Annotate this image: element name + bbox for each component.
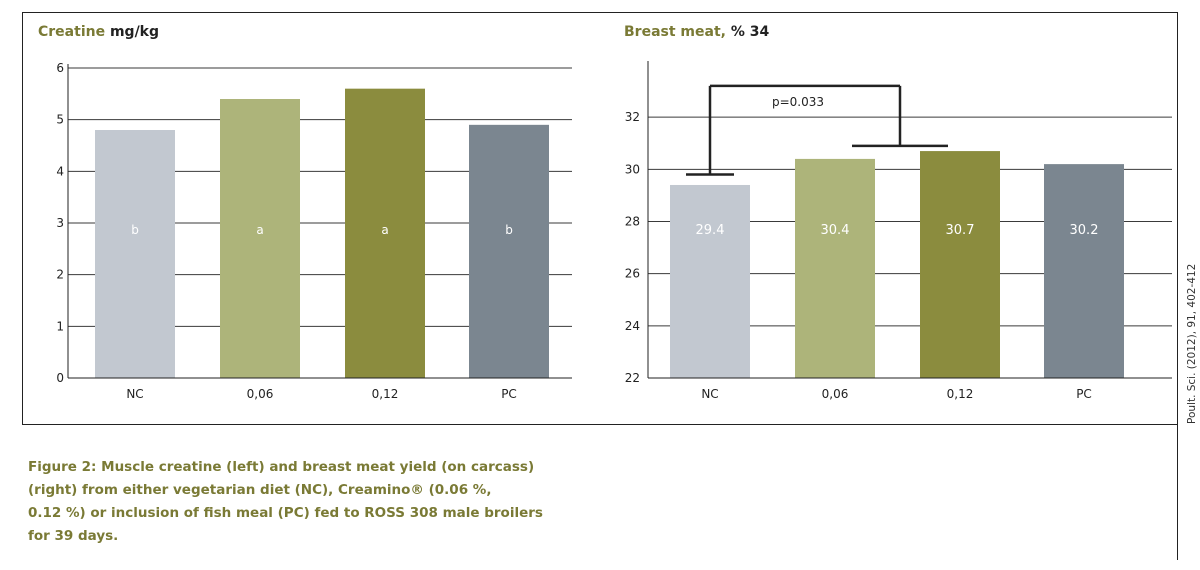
x-category-label: NC — [126, 387, 143, 401]
x-category-label: NC — [701, 387, 718, 401]
bar-value-label: 30.7 — [946, 223, 975, 238]
bar-value-label: b — [505, 223, 513, 237]
caption-line: for 39 days. — [28, 528, 119, 544]
y-tick-label: 28 — [625, 215, 640, 229]
x-category-label: PC — [1076, 387, 1092, 401]
creatine-bar-chart: 0 1 2 3 4 5 6 b NC a 0,06 a 0,12 b PC — [56, 61, 572, 401]
right-chart-title-lead: Breast meat, — [624, 24, 726, 40]
y-tick-label: 0 — [56, 371, 64, 385]
x-category-label: 0,12 — [947, 387, 974, 401]
right-chart-title: Breast meat, % 34 — [624, 24, 769, 40]
bar-006 — [795, 158, 875, 378]
y-tick-label: 30 — [625, 162, 640, 176]
frame-divider-line — [22, 424, 1178, 425]
frame-top-line — [22, 12, 1178, 13]
breast-meat-bar-chart: 22 24 26 28 30 32 29.4 NC 30.4 0,06 30.7 0,12 30.2 PC… — [625, 61, 1172, 401]
caption-line: (right) from either vegetarian diet (NC)… — [28, 482, 492, 498]
bar-pc — [1044, 164, 1124, 378]
bar-value-label: b — [131, 223, 139, 237]
bar-value-label: 30.4 — [821, 223, 850, 238]
x-category-label: 0,12 — [372, 387, 399, 401]
p-value-annotation: p=0.033 — [772, 95, 824, 109]
significance-bracket — [686, 84, 948, 176]
y-tick-label: 26 — [625, 267, 640, 281]
side-citation: Poult. Sci. (2012), 91, 402-412 — [1186, 263, 1198, 424]
bar-value-label: 29.4 — [696, 223, 725, 238]
caption-line: 0.12 %) or inclusion of fish meal (PC) f… — [28, 505, 543, 521]
y-tick-label: 24 — [625, 319, 640, 333]
y-tick-label: 3 — [56, 216, 64, 230]
bar-006 — [220, 99, 300, 378]
frame-left-line — [22, 12, 23, 424]
y-tick-label: 2 — [56, 268, 64, 282]
left-chart-title: Creatine mg/kg — [38, 24, 159, 40]
caption-line: Figure 2: Muscle creatine (left) and bre… — [28, 459, 535, 475]
y-tick-label: 22 — [625, 371, 640, 385]
bar-value-label: a — [256, 223, 263, 237]
figure-caption: Figure 2: Muscle creatine (left) and bre… — [28, 456, 548, 548]
y-tick-label: 32 — [625, 110, 640, 124]
bar-nc — [95, 130, 175, 378]
x-category-label: 0,06 — [247, 387, 274, 401]
right-chart-title-unit: % 34 — [730, 24, 770, 40]
y-tick-label: 5 — [56, 113, 64, 127]
y-tick-label: 1 — [56, 319, 64, 333]
y-tick-label: 6 — [56, 61, 64, 75]
x-category-label: 0,06 — [822, 387, 849, 401]
bar-pc — [469, 124, 549, 378]
y-tick-label: 4 — [56, 164, 64, 178]
bar-012 — [920, 151, 1000, 378]
x-category-label: PC — [501, 387, 517, 401]
left-chart-title-lead: Creatine — [38, 24, 106, 40]
bar-value-label: a — [381, 223, 388, 237]
frame-right-line — [1177, 12, 1178, 560]
bar-value-label: 30.2 — [1070, 223, 1099, 238]
bar-nc — [670, 184, 750, 378]
bar-012 — [345, 88, 425, 379]
left-chart-title-unit: mg/kg — [109, 24, 160, 40]
